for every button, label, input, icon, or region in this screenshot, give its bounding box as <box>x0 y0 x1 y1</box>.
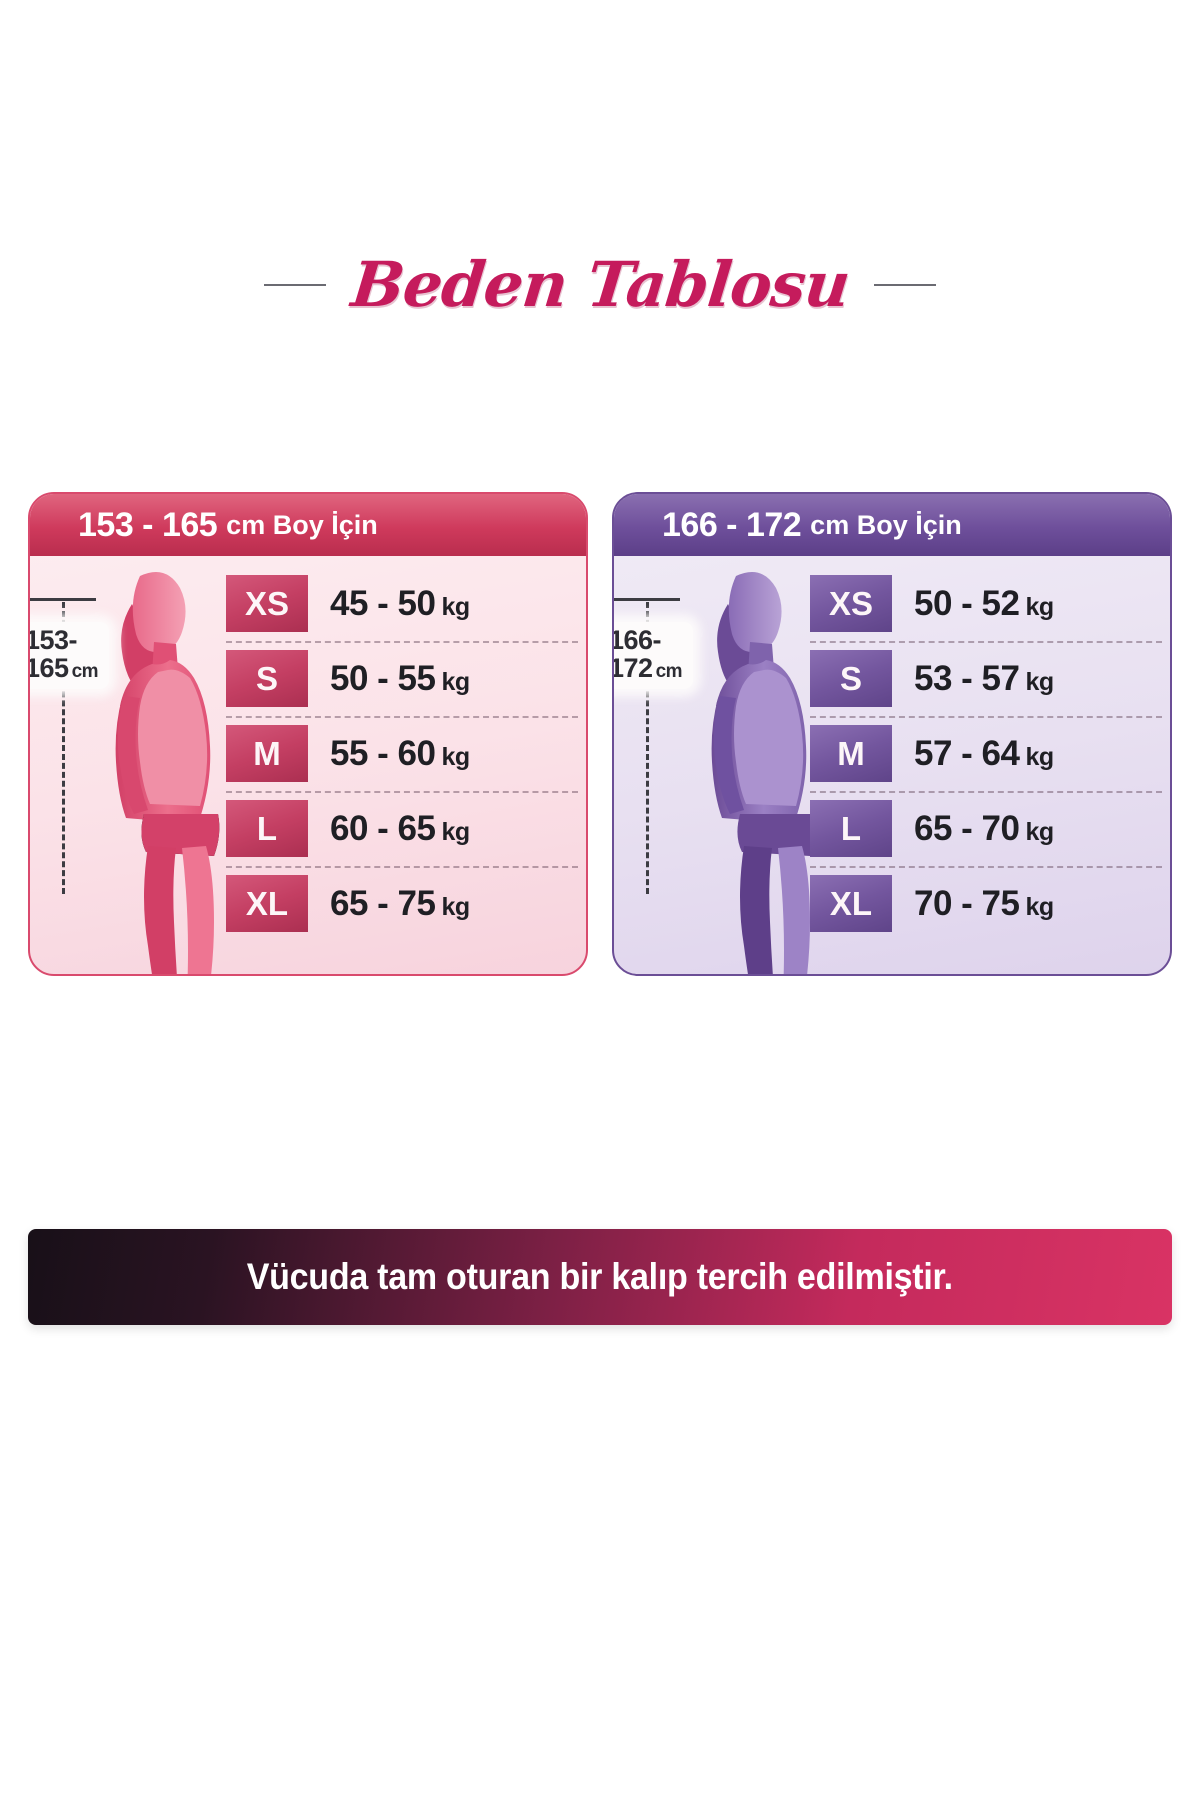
height-label-line1: 166- <box>612 625 662 655</box>
weight-value: 55 - 60 <box>330 733 436 773</box>
weight-value: 50 - 55 <box>330 658 436 698</box>
fit-note-banner: Vücuda tam oturan bir kalıp tercih edilm… <box>28 1229 1172 1325</box>
measure-dashed-line <box>646 602 649 894</box>
weight-unit: kg <box>441 817 470 846</box>
size-rows-purple: XS 50 - 52 kg S 53 - 57 kg M 57 - 64 kg L 6… <box>810 566 1162 941</box>
size-badge: XL <box>810 875 892 932</box>
weight-unit: kg <box>441 892 470 921</box>
weight-unit: kg <box>1025 667 1054 696</box>
weight-unit: kg <box>441 592 470 621</box>
table-row[interactable]: L 65 - 70 kg <box>810 791 1162 866</box>
card-header-pink: 153 - 165 cm Boy İçin <box>30 494 586 556</box>
size-rows-pink: XS 45 - 50 kg S 50 - 55 kg M 55 - 60 kg L 6… <box>226 566 578 941</box>
height-label-unit: cm <box>655 660 683 682</box>
table-row[interactable]: XS 50 - 52 kg <box>810 566 1162 641</box>
table-row[interactable]: M 57 - 64 kg <box>810 716 1162 791</box>
size-badge: L <box>226 800 308 857</box>
card-header-purple: 166 - 172 cm Boy İçin <box>614 494 1170 556</box>
table-row[interactable]: S 50 - 55 kg <box>226 641 578 716</box>
size-badge: XS <box>226 575 308 632</box>
header-height-range: 153 - 165 <box>78 505 218 544</box>
weight-value: 70 - 75 <box>914 883 1020 923</box>
header-height-range: 166 - 172 <box>662 505 802 544</box>
weight-unit: kg <box>1025 817 1054 846</box>
weight-unit: kg <box>1025 742 1054 771</box>
title-rule-left <box>263 284 326 286</box>
table-row[interactable]: XS 45 - 50 kg <box>226 566 578 641</box>
height-measure-icon <box>30 598 100 898</box>
size-badge: M <box>226 725 308 782</box>
size-badge: XL <box>226 875 308 932</box>
weight-unit: kg <box>441 742 470 771</box>
height-label-unit: cm <box>71 660 99 682</box>
weight-unit: kg <box>1025 592 1054 621</box>
table-row[interactable]: XL 70 - 75 kg <box>810 866 1162 941</box>
table-row[interactable]: XL 65 - 75 kg <box>226 866 578 941</box>
header-height-suffix: cm Boy İçin <box>810 509 962 540</box>
height-label-line2: 172 <box>612 652 653 683</box>
height-measure-icon <box>614 598 684 898</box>
height-label-pink: 153- 165 cm <box>28 622 110 690</box>
table-row[interactable]: S 53 - 57 kg <box>810 641 1162 716</box>
size-badge: XS <box>810 575 892 632</box>
size-badge: S <box>810 650 892 707</box>
page-title: Beden Tablosu <box>347 248 853 321</box>
measure-dashed-line <box>62 602 65 894</box>
title-rule-right <box>874 284 937 286</box>
height-label-line2: 165 <box>28 652 69 683</box>
page-title-row: Beden Tablosu <box>0 230 1200 340</box>
size-badge: L <box>810 800 892 857</box>
size-badge: M <box>810 725 892 782</box>
weight-value: 65 - 70 <box>914 808 1020 848</box>
size-card-pink: 153 - 165 cm Boy İçin <box>28 492 588 976</box>
weight-value: 57 - 64 <box>914 733 1020 773</box>
weight-value: 65 - 75 <box>330 883 436 923</box>
height-label-line1: 153- <box>28 625 78 655</box>
size-cards-container: 153 - 165 cm Boy İçin <box>28 492 1172 976</box>
size-card-purple: 166 - 172 cm Boy İçin <box>612 492 1172 976</box>
size-badge: S <box>226 650 308 707</box>
height-label-purple: 166- 172 cm <box>612 622 694 690</box>
weight-value: 53 - 57 <box>914 658 1020 698</box>
header-height-suffix: cm Boy İçin <box>226 509 378 540</box>
measure-top-tick <box>30 598 96 601</box>
weight-unit: kg <box>441 667 470 696</box>
fit-note-text: Vücuda tam oturan bir kalıp tercih edilm… <box>246 1256 954 1297</box>
measure-top-tick <box>614 598 680 601</box>
weight-unit: kg <box>1025 892 1054 921</box>
weight-value: 60 - 65 <box>330 808 436 848</box>
table-row[interactable]: L 60 - 65 kg <box>226 791 578 866</box>
weight-value: 45 - 50 <box>330 583 436 623</box>
table-row[interactable]: M 55 - 60 kg <box>226 716 578 791</box>
weight-value: 50 - 52 <box>914 583 1020 623</box>
